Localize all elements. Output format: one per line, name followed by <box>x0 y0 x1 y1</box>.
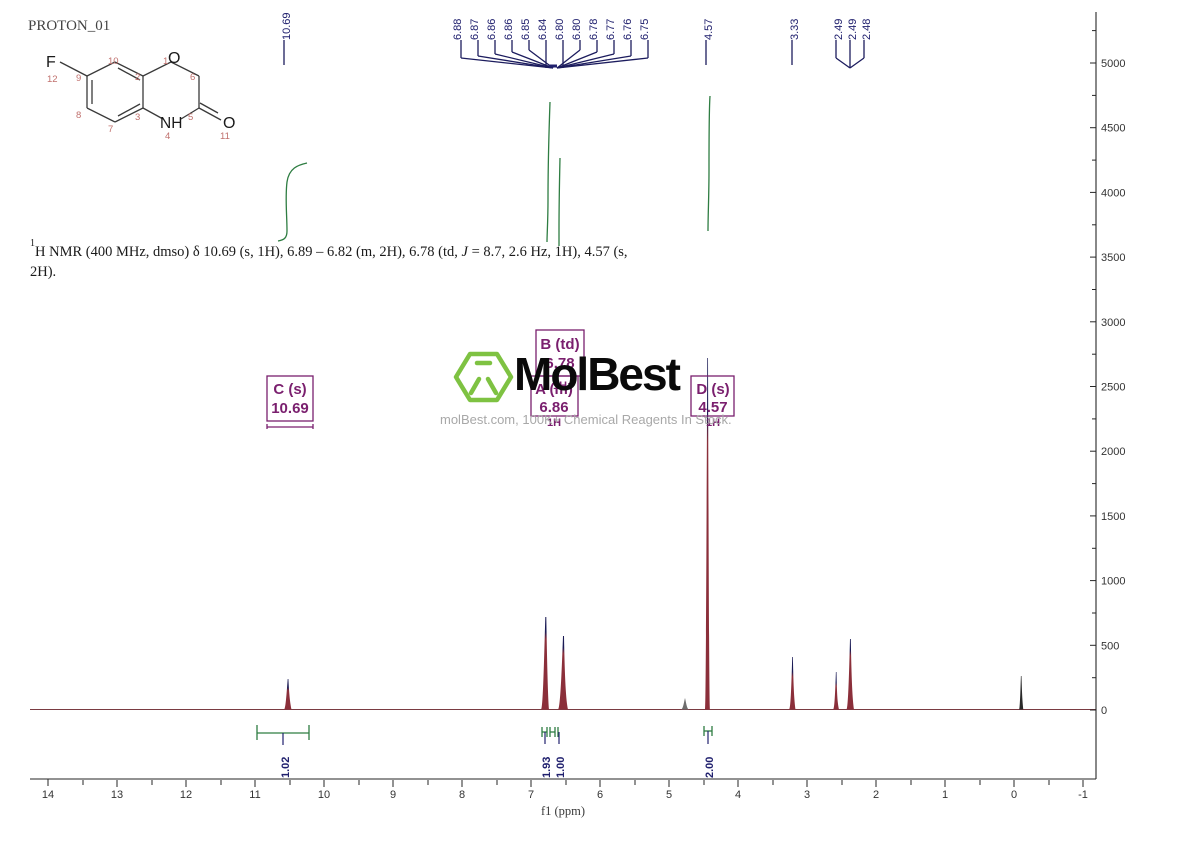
svg-text:0: 0 <box>1101 705 1107 717</box>
svg-text:4: 4 <box>735 789 741 801</box>
svg-text:2: 2 <box>873 789 879 801</box>
svg-text:14: 14 <box>42 789 54 801</box>
svg-text:2000: 2000 <box>1101 446 1125 458</box>
svg-text:4500: 4500 <box>1101 123 1125 135</box>
svg-text:3000: 3000 <box>1101 317 1125 329</box>
svg-text:3: 3 <box>804 789 810 801</box>
svg-text:5000: 5000 <box>1101 58 1125 70</box>
svg-text:13: 13 <box>111 789 123 801</box>
svg-text:5: 5 <box>666 789 672 801</box>
svg-text:11: 11 <box>249 789 260 801</box>
svg-text:10: 10 <box>318 789 330 801</box>
svg-text:9: 9 <box>390 789 396 801</box>
svg-text:-1: -1 <box>1078 789 1088 801</box>
svg-text:500: 500 <box>1101 640 1119 652</box>
svg-text:f1 (ppm): f1 (ppm) <box>541 804 585 818</box>
svg-text:1000: 1000 <box>1101 576 1125 588</box>
svg-text:2500: 2500 <box>1101 382 1125 394</box>
svg-text:6: 6 <box>597 789 603 801</box>
svg-text:8: 8 <box>459 789 465 801</box>
svg-text:12: 12 <box>180 789 192 801</box>
svg-text:3500: 3500 <box>1101 252 1125 264</box>
svg-text:7: 7 <box>528 789 534 801</box>
svg-text:1: 1 <box>942 789 948 801</box>
svg-text:0: 0 <box>1011 789 1017 801</box>
svg-text:1500: 1500 <box>1101 511 1125 523</box>
svg-text:4000: 4000 <box>1101 187 1125 199</box>
